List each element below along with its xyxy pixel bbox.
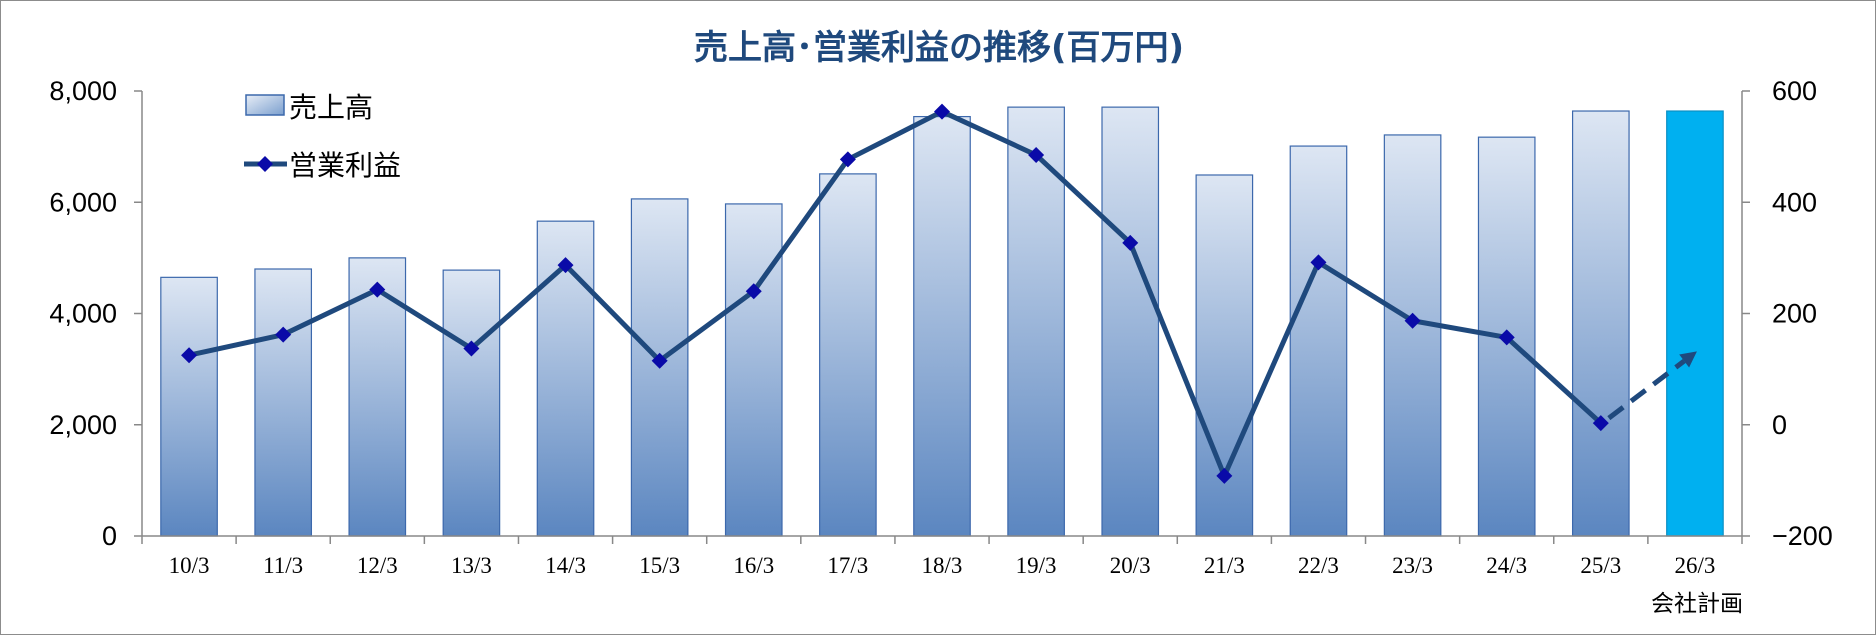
- legend-bar-swatch: [245, 94, 285, 116]
- x-tick-label: 12/3: [357, 553, 398, 578]
- sales-bar-22-3: [1289, 145, 1348, 537]
- right-axis-ticks: −200 0 200 400 600: [1742, 76, 1833, 551]
- x-tick-label: 17/3: [827, 553, 868, 578]
- left-tick-label: 8,000: [49, 76, 117, 106]
- profit-marker-10-3: [181, 347, 198, 364]
- sales-bar-23-3: [1383, 134, 1442, 537]
- x-tick-label: 13/3: [451, 553, 492, 578]
- profit-marker-22-3: [1310, 254, 1327, 271]
- sales-bar-25-3: [1571, 110, 1630, 537]
- chart-title: 売上高･営業利益の推移(百万円): [694, 28, 1184, 68]
- right-tick-label: 400: [1772, 187, 1817, 217]
- legend-label-profit: 営業利益: [289, 149, 401, 182]
- x-tick-label: 26/3: [1674, 553, 1715, 578]
- x-tick-label: 23/3: [1392, 553, 1433, 578]
- profit-line-actual: [188, 109, 1603, 479]
- left-tick-label: 4,000: [49, 299, 117, 329]
- sales-bar-11-3: [254, 268, 313, 537]
- profit-marker-17-3: [839, 151, 856, 168]
- sales-bar-17-3: [819, 173, 877, 537]
- profit-marker-25-3: [1592, 415, 1609, 432]
- x-axis-ticks: 10/3 11/3 12/3 13/3 14/3 15/3 16/3 17/3 18/3 19/3…: [141, 536, 1743, 617]
- profit-marker-19-3: [1028, 146, 1045, 163]
- profit-projection-arrowhead: [1679, 351, 1697, 368]
- legend-label-sales: 売上高: [289, 91, 373, 124]
- sales-bar-14-3: [536, 220, 595, 537]
- left-axis-ticks: 0 2,000 4,000 6,000 8,000: [49, 76, 142, 551]
- sales-bar-19-3: [1007, 106, 1065, 537]
- left-tick-label: 2,000: [49, 410, 117, 440]
- profit-marker-24-3: [1498, 329, 1515, 346]
- sales-bar-10-3: [160, 276, 218, 537]
- profit-marker-13-3: [463, 340, 480, 357]
- profit-line: [181, 103, 1697, 484]
- x-tick-label: 24/3: [1486, 553, 1527, 578]
- left-tick-label: 0: [102, 521, 117, 551]
- profit-marker-11-3: [275, 326, 292, 343]
- sales-bar-20-3: [1101, 106, 1160, 537]
- x-tick-label: 11/3: [263, 553, 303, 578]
- right-tick-label: 600: [1772, 76, 1817, 106]
- left-tick-label: 6,000: [49, 187, 117, 217]
- legend: 売上高 営業利益: [244, 91, 401, 182]
- profit-marker-14-3: [557, 257, 574, 274]
- profit-marker-18-3: [934, 103, 950, 120]
- legend-marker-swatch: [257, 156, 273, 172]
- x-tick-label: 15/3: [639, 553, 680, 578]
- x-tick-label: 10/3: [169, 553, 210, 578]
- profit-marker-20-3: [1122, 234, 1139, 251]
- x-tick-label: 22/3: [1298, 553, 1339, 578]
- sales-bar-18-3: [913, 115, 971, 537]
- sales-bar-16-3: [724, 203, 783, 537]
- x-tick-label: 18/3: [922, 553, 963, 578]
- x-tick-label: 21/3: [1204, 553, 1245, 578]
- right-tick-label: 200: [1772, 299, 1817, 329]
- profit-marker-21-3: [1216, 467, 1233, 484]
- sales-bar-26-3: [1666, 110, 1724, 537]
- sales-bar-13-3: [442, 269, 501, 537]
- profit-marker-16-3: [745, 283, 762, 300]
- x-tick-sublabel: 会社計画: [1651, 591, 1743, 617]
- right-tick-label: −200: [1772, 521, 1833, 551]
- profit-projection-line: [1607, 358, 1686, 421]
- sales-bars: [160, 106, 1724, 537]
- x-tick-label: 19/3: [1016, 553, 1057, 578]
- profit-marker-23-3: [1404, 312, 1421, 329]
- profit-marker-12-3: [369, 281, 386, 298]
- x-tick-label: 25/3: [1580, 553, 1621, 578]
- profit-marker-15-3: [651, 352, 668, 369]
- x-tick-label: 14/3: [545, 553, 586, 578]
- right-tick-label: 0: [1772, 410, 1787, 440]
- x-tick-label: 20/3: [1110, 553, 1151, 578]
- x-tick-label: 16/3: [733, 553, 774, 578]
